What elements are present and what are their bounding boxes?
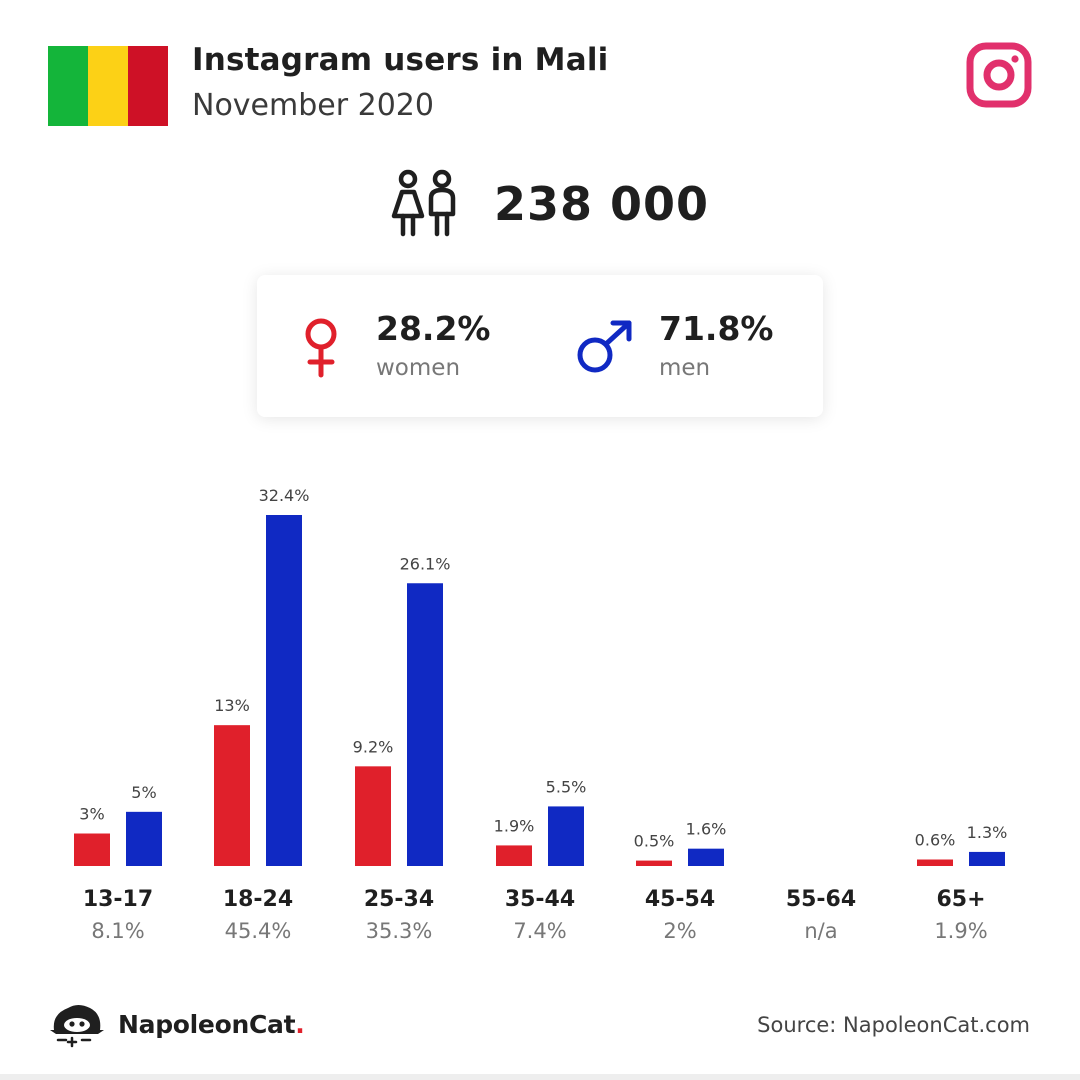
category-total-55-64: n/a: [804, 919, 837, 943]
bar-men-65+: [969, 851, 1005, 866]
category-total-65+: 1.9%: [934, 919, 987, 943]
category-total-35-44: 7.4%: [513, 919, 566, 943]
instagram-icon: [966, 42, 1032, 108]
data-label-women-25-34: 9.2%: [353, 737, 394, 756]
women-percentage: 28.2%: [376, 309, 491, 348]
page-subtitle: November 2020: [192, 88, 434, 123]
category-label-13-17: 13-17: [83, 887, 153, 912]
category-label-25-34: 25-34: [364, 887, 434, 912]
category-label-55-64: 55-64: [786, 887, 856, 912]
men-percentage: 71.8%: [659, 309, 774, 348]
data-label-women-45-54: 0.5%: [634, 832, 675, 851]
women-label: women: [376, 355, 461, 381]
bar-women-18-24: [214, 725, 250, 866]
total-users-value: 238 000: [494, 177, 710, 231]
brand-name: NapoleonCat: [118, 1009, 296, 1039]
bar-women-25-34: [355, 766, 391, 866]
data-label-men-35-44: 5.5%: [546, 777, 587, 796]
category-total-13-17: 8.1%: [91, 919, 144, 943]
flag-stripe-green: [48, 46, 88, 126]
bar-women-45-54: [636, 860, 672, 866]
napoleoncat-logo: NapoleonCat.: [48, 1000, 305, 1048]
bar-men-13-17: [126, 811, 162, 866]
data-label-men-25-34: 26.1%: [400, 554, 451, 573]
male-symbol-icon: [577, 320, 632, 373]
data-label-men-65+: 1.3%: [967, 823, 1008, 842]
gender-split-card: 28.2% women 71.8% men: [257, 275, 823, 417]
mali-flag: [48, 46, 168, 126]
bottom-bar: [0, 1074, 1080, 1080]
data-label-men-45-54: 1.6%: [686, 820, 727, 839]
bar-women-13-17: [74, 833, 110, 866]
people-icon: [391, 169, 456, 237]
data-label-men-13-17: 5%: [131, 783, 156, 802]
bar-men-18-24: [266, 515, 302, 866]
napoleoncat-logo-text: NapoleonCat.: [118, 1009, 305, 1039]
category-total-45-54: 2%: [663, 919, 696, 943]
bar-chart-canvas: 3% 5% 13-17 8.1% 13% 32.4% 18-24 45.4% 9.2% 26.1%…: [74, 486, 1008, 943]
bar-men-25-34: [407, 583, 443, 866]
category-label-65+: 65+: [936, 887, 985, 912]
category-label-45-54: 45-54: [645, 887, 715, 912]
data-label-women-13-17: 3%: [79, 805, 104, 824]
total-users: 238 000: [388, 168, 709, 240]
category-total-25-34: 35.3%: [366, 919, 433, 943]
men-label: men: [659, 355, 711, 381]
flag-stripe-red: [128, 46, 168, 126]
category-label-35-44: 35-44: [505, 887, 575, 912]
data-label-women-18-24: 13%: [214, 696, 250, 715]
category-total-18-24: 45.4%: [225, 919, 292, 943]
napoleoncat-logo-icon: [50, 1005, 104, 1048]
bar-men-45-54: [688, 848, 724, 866]
source-attribution: Source: NapoleonCat.com: [757, 1013, 1030, 1037]
bar-women-65+: [917, 859, 953, 866]
brand-dot: .: [295, 1009, 305, 1039]
female-symbol-icon: [305, 318, 337, 378]
data-label-men-18-24: 32.4%: [259, 486, 310, 505]
data-label-women-35-44: 1.9%: [494, 816, 535, 835]
age-gender-bar-chart: 3% 5% 13-17 8.1% 13% 32.4% 18-24 45.4% 9.2% 26.1%…: [0, 460, 1080, 960]
data-label-women-65+: 0.6%: [915, 831, 956, 850]
page-title: Instagram users in Mali: [192, 42, 609, 78]
flag-stripe-yellow: [88, 46, 128, 126]
bar-men-35-44: [548, 806, 584, 866]
category-label-18-24: 18-24: [223, 887, 293, 912]
bar-women-35-44: [496, 845, 532, 866]
